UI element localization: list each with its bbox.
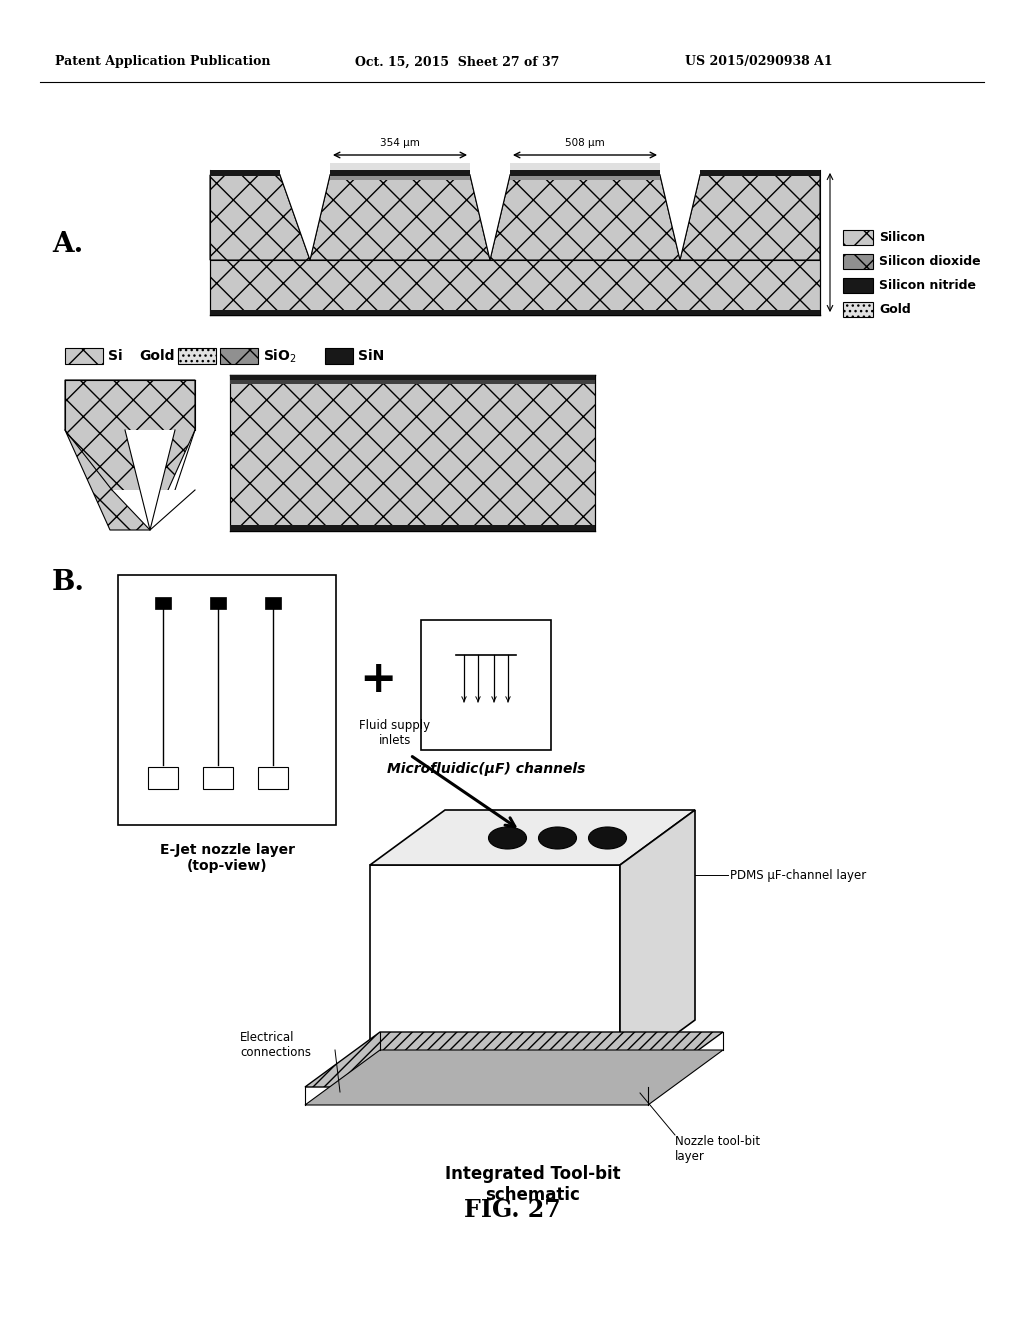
- Bar: [510, 176, 660, 180]
- Text: 508 μm: 508 μm: [565, 139, 605, 148]
- Polygon shape: [210, 176, 310, 260]
- Bar: [265, 597, 281, 609]
- Bar: [220, 348, 258, 364]
- Bar: [325, 348, 353, 364]
- Text: +: +: [359, 659, 396, 701]
- Polygon shape: [305, 1032, 723, 1086]
- Polygon shape: [310, 176, 490, 260]
- Text: B.: B.: [52, 569, 85, 595]
- Bar: [258, 767, 288, 789]
- Text: A.: A.: [52, 231, 83, 259]
- Text: Patent Application Publication: Patent Application Publication: [55, 55, 270, 69]
- Bar: [210, 260, 820, 315]
- Polygon shape: [370, 865, 620, 1074]
- Bar: [700, 170, 820, 176]
- Bar: [510, 170, 660, 176]
- Bar: [230, 375, 595, 380]
- Bar: [843, 302, 873, 317]
- Bar: [210, 310, 820, 315]
- Bar: [421, 620, 551, 750]
- Polygon shape: [112, 490, 195, 531]
- Text: Gold: Gold: [139, 348, 175, 363]
- Text: Silicon dioxide: Silicon dioxide: [879, 255, 981, 268]
- Bar: [126, 583, 328, 817]
- Text: Microfluidic(μF) channels: Microfluidic(μF) channels: [387, 762, 585, 776]
- Bar: [843, 253, 873, 269]
- Polygon shape: [305, 1049, 723, 1105]
- Text: Silicon nitride: Silicon nitride: [879, 279, 976, 292]
- Ellipse shape: [488, 828, 526, 849]
- Bar: [330, 170, 470, 176]
- Polygon shape: [660, 176, 700, 260]
- Text: FIG. 27: FIG. 27: [464, 1199, 560, 1222]
- Bar: [118, 576, 336, 825]
- Text: Si: Si: [108, 348, 123, 363]
- Bar: [230, 525, 595, 531]
- Text: US 2015/0290938 A1: US 2015/0290938 A1: [685, 55, 833, 69]
- Text: SiO$_2$: SiO$_2$: [263, 347, 297, 364]
- Polygon shape: [620, 810, 695, 1074]
- Polygon shape: [65, 380, 195, 531]
- Bar: [65, 348, 103, 364]
- Text: Fluid supply
inlets: Fluid supply inlets: [359, 719, 430, 747]
- Bar: [510, 162, 660, 170]
- Text: E-Jet nozzle layer
(top-view): E-Jet nozzle layer (top-view): [160, 843, 295, 874]
- Text: Silicon: Silicon: [879, 231, 925, 244]
- Bar: [230, 380, 595, 384]
- Polygon shape: [370, 810, 695, 865]
- Polygon shape: [490, 176, 680, 260]
- Bar: [330, 176, 470, 180]
- Text: Integrated Tool-bit
schematic: Integrated Tool-bit schematic: [444, 1166, 621, 1204]
- Polygon shape: [125, 430, 175, 531]
- Polygon shape: [280, 176, 330, 260]
- Polygon shape: [680, 176, 820, 260]
- Text: Nozzle tool-bit
layer: Nozzle tool-bit layer: [675, 1135, 760, 1163]
- Bar: [210, 597, 226, 609]
- Bar: [843, 279, 873, 293]
- Text: Electrical
connections: Electrical connections: [240, 1031, 311, 1059]
- Bar: [843, 230, 873, 246]
- Ellipse shape: [539, 828, 577, 849]
- Bar: [148, 767, 178, 789]
- Polygon shape: [470, 176, 510, 260]
- Bar: [203, 767, 233, 789]
- Text: PDMS μF-channel layer: PDMS μF-channel layer: [730, 869, 866, 882]
- Text: 354 μm: 354 μm: [380, 139, 420, 148]
- Bar: [178, 348, 216, 364]
- Ellipse shape: [589, 828, 627, 849]
- Text: Oct. 15, 2015  Sheet 27 of 37: Oct. 15, 2015 Sheet 27 of 37: [355, 55, 559, 69]
- Bar: [155, 597, 171, 609]
- Text: SiN: SiN: [358, 348, 384, 363]
- Bar: [210, 170, 280, 176]
- Text: Gold: Gold: [879, 304, 910, 315]
- Bar: [230, 375, 595, 531]
- Bar: [330, 162, 470, 170]
